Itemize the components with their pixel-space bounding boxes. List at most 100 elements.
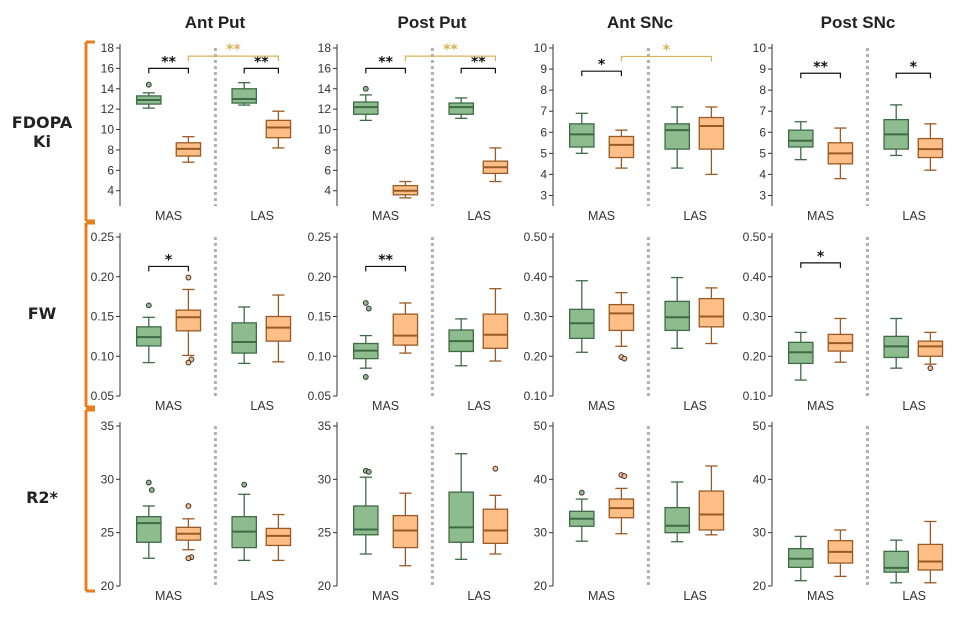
- box-mas-mas: [569, 112, 595, 154]
- outlier-point: [927, 365, 934, 372]
- outlier-point: [185, 274, 192, 281]
- group-label-las: LAS: [467, 399, 491, 413]
- y-tick-label: 0.05: [91, 389, 115, 403]
- significance-annotation: **: [404, 42, 496, 62]
- box-iqr: [608, 303, 635, 332]
- column-titles: Ant Put Post Put Ant SNc Post SNc: [185, 13, 896, 32]
- box-mas-mas: [135, 479, 162, 559]
- y-tick-label: 30: [753, 526, 767, 540]
- significance-annotation: *: [148, 252, 189, 272]
- group-label-mas: MAS: [155, 589, 182, 603]
- y-tick-label: 35: [318, 419, 332, 433]
- group-label-mas: MAS: [588, 399, 615, 413]
- box-iqr: [231, 322, 258, 354]
- y-tick-label: 20: [534, 579, 548, 593]
- significance-bracket: [148, 67, 189, 74]
- box-mas-mas: [352, 85, 379, 122]
- panel-1: 4 6 8 10 12 14 16 18 MAS LAS ** ** **: [318, 41, 509, 223]
- y-tick-label: 0.25: [308, 230, 332, 244]
- box-las-las: [698, 106, 725, 176]
- group-label-mas: MAS: [155, 209, 182, 223]
- panel-8: 20 25 30 35 MAS LAS: [101, 419, 292, 603]
- box-mas-las: [608, 291, 635, 362]
- significance-bracket: [365, 67, 406, 74]
- y-tick-label: 7: [540, 104, 547, 118]
- significance-bracket: [800, 262, 841, 268]
- y-tick-label: 35: [101, 419, 115, 433]
- significance-stars: **: [226, 42, 241, 58]
- group-label-mas: MAS: [372, 399, 399, 413]
- group-label-mas: MAS: [807, 399, 834, 413]
- y-tick-label: 14: [101, 82, 115, 96]
- group-label-las: LAS: [902, 399, 926, 413]
- y-tick-label: 0.10: [308, 349, 332, 363]
- box-iqr: [788, 129, 814, 148]
- significance-annotation: **: [365, 54, 406, 74]
- box-iqr: [664, 506, 690, 534]
- column-title-ant-snc: Ant SNc: [607, 13, 673, 32]
- significance-stars: **: [378, 252, 393, 268]
- outlier-point: [241, 481, 248, 488]
- significance-stars: **: [813, 59, 828, 75]
- box-las-mas: [883, 317, 909, 369]
- outlier-point: [185, 503, 192, 509]
- outlier-point: [145, 302, 152, 309]
- y-tick-label: 10: [753, 41, 767, 55]
- y-tick-label: 12: [318, 102, 332, 116]
- y-tick-label: 0.20: [308, 270, 332, 284]
- y-tick-label: 0.10: [91, 349, 115, 363]
- box-iqr: [448, 491, 474, 543]
- significance-stars: *: [663, 42, 671, 58]
- y-tick-label: 8: [324, 143, 331, 157]
- y-tick-label: 4: [540, 167, 547, 181]
- box-iqr: [698, 490, 725, 531]
- box-iqr: [265, 315, 292, 342]
- y-tick-label: 3: [540, 188, 547, 202]
- box-iqr: [231, 88, 258, 104]
- significance-bracket: [148, 265, 189, 272]
- y-tick-label: 16: [318, 61, 332, 75]
- y-tick-label: 14: [318, 82, 332, 96]
- y-tick-label: 40: [534, 472, 548, 486]
- box-mas-mas: [569, 489, 595, 542]
- panel-5: 0.05 0.10 0.15 0.20 0.25 MAS LAS **: [308, 230, 509, 413]
- group-label-mas: MAS: [807, 209, 834, 223]
- outlier-point: [365, 468, 372, 475]
- box-las-las: [482, 465, 509, 555]
- row-labels: FDOPA Ki FW R2*: [12, 113, 73, 507]
- significance-stars: **: [443, 42, 458, 58]
- y-tick-label: 9: [759, 62, 766, 76]
- outlier-point: [185, 359, 192, 366]
- box-mas-mas: [135, 302, 162, 364]
- panel-7: 0.10 0.20 0.30 0.40 0.50 MAS LAS *: [743, 230, 944, 413]
- box-mas-las: [175, 136, 202, 163]
- y-tick-label: 10: [318, 123, 332, 137]
- box-las-las: [265, 110, 292, 149]
- y-tick-label: 25: [318, 526, 332, 540]
- y-tick-label: 10: [101, 123, 115, 137]
- box-iqr: [698, 116, 725, 150]
- y-tick-label: 6: [540, 125, 547, 139]
- y-tick-label: 6: [759, 125, 766, 139]
- box-iqr: [917, 340, 944, 357]
- significance-bracket: [800, 72, 841, 79]
- box-las-las: [482, 147, 509, 183]
- group-label-las: LAS: [467, 589, 491, 603]
- box-mas-las: [392, 492, 419, 567]
- panel-4: 0.05 0.10 0.15 0.20 0.25 MAS LAS *: [91, 230, 292, 413]
- outlier-point: [362, 85, 369, 92]
- box-iqr: [664, 123, 690, 150]
- box-iqr: [352, 101, 379, 115]
- box-las-las: [917, 520, 944, 584]
- y-tick-label: 20: [101, 579, 115, 593]
- box-las-mas: [231, 306, 258, 365]
- outlier-point: [578, 489, 585, 496]
- box-las-mas: [664, 276, 690, 349]
- y-tick-label: 0.20: [743, 349, 767, 363]
- box-iqr: [698, 297, 725, 328]
- significance-stars: **: [161, 54, 176, 70]
- group-label-mas: MAS: [372, 589, 399, 603]
- box-iqr: [917, 543, 944, 571]
- box-las-mas: [448, 453, 474, 560]
